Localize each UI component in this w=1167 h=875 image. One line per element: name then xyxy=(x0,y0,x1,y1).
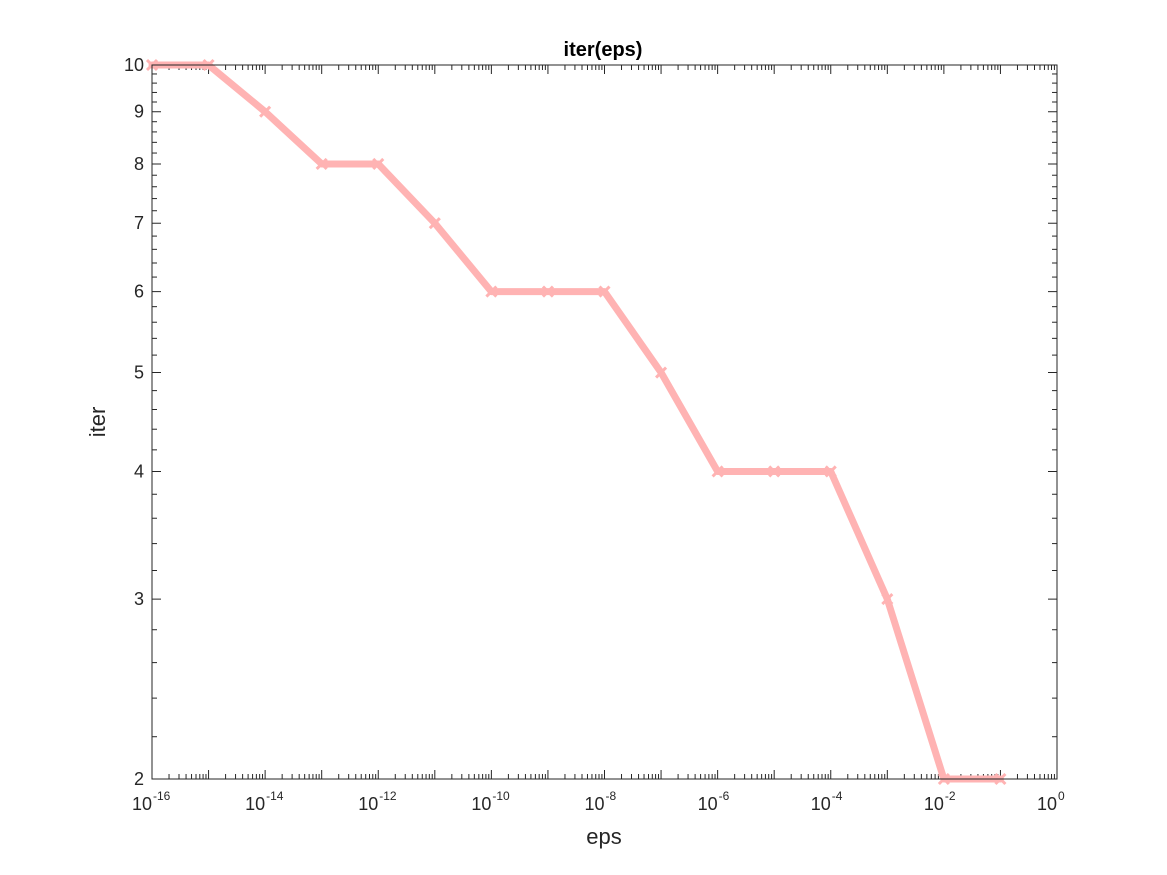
y-tick-label: 7 xyxy=(134,213,144,233)
y-tick-labels: 2 3 4 5 6 7 8 9 10 xyxy=(124,55,144,789)
x-tick-base: 10 xyxy=(245,794,265,814)
data-point-marker xyxy=(655,366,668,379)
x-tick-label: 10 -6 xyxy=(698,789,730,814)
chart-title: iter(eps) xyxy=(564,39,643,61)
data-point-marker xyxy=(824,465,837,478)
x-tick-label: 10 -12 xyxy=(358,789,397,814)
x-tick-exponent: -10 xyxy=(492,789,510,803)
plot-frame xyxy=(151,64,1058,780)
x-tick-label: 10 -16 xyxy=(132,789,171,814)
data-point-marker xyxy=(372,157,385,171)
x-tick-label: 10 0 xyxy=(1037,789,1065,814)
y-tick-label: 10 xyxy=(124,55,144,75)
x-tick-base: 10 xyxy=(471,794,491,814)
x-tick-base: 10 xyxy=(924,794,944,814)
y-tick-label: 4 xyxy=(134,461,144,481)
data-point-marker xyxy=(711,465,724,478)
y-tick-label: 6 xyxy=(134,282,144,302)
y-tick-label: 3 xyxy=(134,589,144,609)
data-point-marker xyxy=(428,217,441,230)
x-tick-exponent: -4 xyxy=(832,789,843,803)
y-tick-label: 5 xyxy=(134,363,144,383)
x-tick-exponent: -6 xyxy=(719,789,730,803)
x-tick-labels: 10 -16 10 -14 10 -12 10 -10 10 -8 10 -6 10 -4 10 -2 10 0 xyxy=(132,789,1065,814)
x-tick-base: 10 xyxy=(584,794,604,814)
data-point-marker xyxy=(259,105,272,118)
y-tick-label: 8 xyxy=(134,154,144,174)
x-tick-exponent: -2 xyxy=(945,789,956,803)
x-tick-base: 10 xyxy=(358,794,378,814)
y-tick-label: 9 xyxy=(134,102,144,122)
axis-ticks xyxy=(151,64,1058,780)
x-tick-base: 10 xyxy=(132,794,152,814)
x-tick-label: 10 -8 xyxy=(584,789,616,814)
plot-area xyxy=(152,65,1057,779)
x-tick-label: 10 -10 xyxy=(471,789,510,814)
x-tick-exponent: -14 xyxy=(266,789,284,803)
data-point-marker xyxy=(485,285,498,298)
x-tick-base: 10 xyxy=(811,794,831,814)
x-tick-label: 10 -2 xyxy=(924,789,956,814)
data-point-marker xyxy=(541,285,554,298)
data-point-marker xyxy=(768,465,781,478)
x-tick-exponent: -16 xyxy=(153,789,171,803)
data-point-marker xyxy=(881,593,894,606)
x-tick-base: 10 xyxy=(698,794,718,814)
x-tick-exponent: 0 xyxy=(1058,789,1065,803)
x-tick-base: 10 xyxy=(1037,794,1057,814)
y-tick-label: 2 xyxy=(134,769,144,789)
x-axis-label: eps xyxy=(586,824,621,849)
x-tick-label: 10 -14 xyxy=(245,789,284,814)
y-axis-label: iter xyxy=(85,407,110,438)
x-tick-exponent: -8 xyxy=(606,789,617,803)
data-series xyxy=(145,58,1007,786)
data-point-marker xyxy=(315,157,328,171)
series-line xyxy=(148,61,1004,783)
data-point-marker xyxy=(598,285,611,298)
x-tick-exponent: -12 xyxy=(379,789,397,803)
x-tick-label: 10 -4 xyxy=(811,789,843,814)
